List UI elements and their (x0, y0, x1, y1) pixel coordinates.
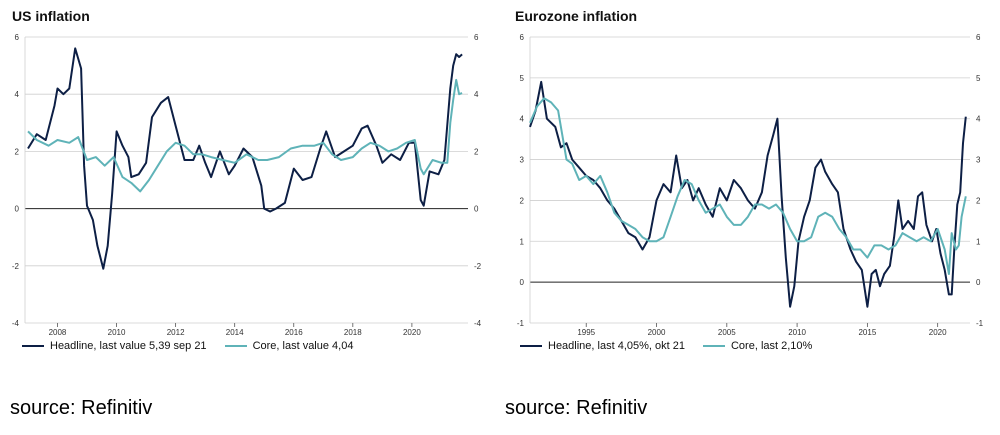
y-tick-label-right: 3 (976, 156, 981, 165)
x-tick-label: 2000 (648, 328, 666, 337)
y-tick-label-left: -4 (12, 319, 20, 328)
y-tick-label-right: 6 (474, 33, 479, 42)
legend-item-headline: Headline, last 4,05%, okt 21 (520, 340, 685, 352)
y-tick-label-left: 4 (520, 115, 525, 124)
legend-label: Core, last 2,10% (730, 340, 813, 352)
x-tick-label: 2008 (49, 328, 67, 337)
y-tick-label-right: 0 (976, 278, 981, 287)
x-tick-label: 2016 (285, 328, 303, 337)
series-line-core (529, 97, 967, 275)
source-note: source: Refinitiv (505, 397, 648, 419)
y-tick-label-left: 6 (520, 33, 525, 42)
legend-swatch-core (702, 345, 725, 347)
x-tick-label: 2020 (403, 328, 421, 337)
chart-title: Eurozone inflation (515, 8, 638, 24)
legend-swatch-core (224, 345, 247, 347)
y-tick-label-right: -4 (474, 319, 482, 328)
series-line-core (27, 78, 463, 193)
x-tick-label: 1995 (577, 328, 595, 337)
legend-label: Core, last value 4,04 (252, 340, 354, 352)
y-tick-label-left: 1 (520, 237, 525, 246)
y-tick-label-left: -2 (12, 262, 20, 271)
y-tick-label-left: 6 (15, 33, 20, 42)
legend-label: Headline, last value 5,39 sep 21 (50, 340, 207, 352)
legend-item-core: Core, last 2,10% (702, 340, 813, 352)
y-tick-label-left: 0 (15, 205, 20, 214)
x-tick-label: 2020 (929, 328, 947, 337)
x-tick-label: 2010 (108, 328, 126, 337)
legend-swatch-headline (520, 345, 542, 347)
y-tick-label-right: -2 (474, 262, 482, 271)
y-tick-label-left: 2 (520, 196, 525, 205)
legend-item-headline: Headline, last value 5,39 sep 21 (22, 340, 207, 352)
chart-legend: Headline, last value 5,39 sep 21 Core, l… (22, 340, 371, 352)
y-tick-label-left: 0 (520, 278, 525, 287)
source-note: source: Refinitiv (10, 397, 153, 419)
y-tick-label-right: 5 (976, 74, 981, 83)
y-tick-label-right: 4 (976, 115, 981, 124)
us-inflation-chart: US inflation -4 -4 -2 -2 0 0 2 2 4 4 6 6 2008 2010 201… (0, 0, 490, 360)
legend-label: Headline, last 4,05%, okt 21 (548, 340, 685, 352)
y-tick-label-left: -1 (517, 319, 525, 328)
x-tick-label: 2015 (858, 328, 876, 337)
x-tick-label: 2014 (226, 328, 244, 337)
legend-swatch-headline (22, 345, 44, 347)
x-tick-label: 2010 (788, 328, 806, 337)
x-tick-label: 2005 (718, 328, 736, 337)
y-tick-label-left: 3 (520, 156, 525, 165)
legend-item-core: Core, last value 4,04 (224, 340, 354, 352)
x-tick-label: 2012 (167, 328, 185, 337)
y-tick-label-right: 0 (474, 205, 479, 214)
y-tick-label-right: -1 (976, 319, 984, 328)
eurozone-inflation-plot: -1 -1 0 0 1 1 2 2 3 3 4 4 5 5 6 6 1995 2000 2005 2010 2015 20… (517, 33, 984, 337)
y-tick-label-right: 4 (474, 90, 479, 99)
y-tick-label-right: 1 (976, 237, 981, 246)
chart-legend: Headline, last 4,05%, okt 21 Core, last … (520, 340, 830, 352)
y-tick-label-left: 5 (520, 74, 525, 83)
y-tick-label-left: 4 (15, 90, 20, 99)
chart-title: US inflation (12, 8, 90, 24)
us-inflation-plot: -4 -4 -2 -2 0 0 2 2 4 4 6 6 2008 2010 2012 2014 2016 2018… (12, 33, 482, 337)
x-tick-label: 2018 (344, 328, 362, 337)
y-tick-label-right: 6 (976, 33, 981, 42)
eurozone-inflation-chart: Eurozone inflation -1 -1 0 0 1 1 2 2 3 3 4 4 5 5 6 6 199… (500, 0, 990, 360)
y-tick-label-left: 2 (15, 147, 20, 156)
y-tick-label-right: 2 (976, 196, 981, 205)
y-tick-label-right: 2 (474, 147, 479, 156)
series-line-headline (529, 80, 967, 308)
